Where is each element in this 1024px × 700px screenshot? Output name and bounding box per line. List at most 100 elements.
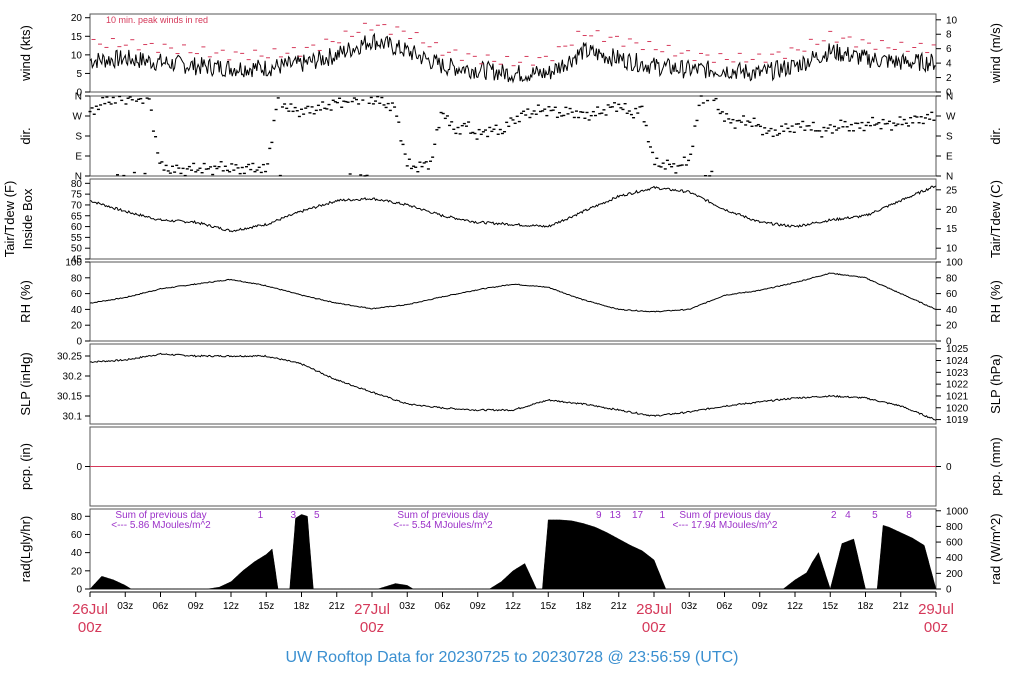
right-tick-label: 10 xyxy=(946,15,958,26)
right-tick-label: 60 xyxy=(946,289,958,300)
left-tick-label: 70 xyxy=(71,200,83,211)
rh-line xyxy=(89,272,937,313)
ylabel-left: RH (%) xyxy=(18,280,33,323)
left-tick-label: 0 xyxy=(76,585,82,596)
ylabel-left: SLP (inHg) xyxy=(18,352,33,415)
x-tick-label: 15z xyxy=(540,601,556,612)
right-tick-label: E xyxy=(946,152,953,163)
x-tick-label: 18z xyxy=(857,601,873,612)
right-tick-label: 400 xyxy=(946,553,963,564)
left-tick-label: 0 xyxy=(76,462,82,473)
day-label: 29Jul xyxy=(918,601,954,618)
peak-marker: 5 xyxy=(314,510,320,521)
x-tick-label: 12z xyxy=(223,601,239,612)
ylabel-right: rad (W/m^2) xyxy=(988,513,1003,584)
right-tick-label: 15 xyxy=(946,224,958,235)
day-sum-value: <--- 5.54 MJoules/m^2 xyxy=(393,520,493,531)
left-tick-label: 0 xyxy=(76,88,82,99)
left-tick-label: 60 xyxy=(71,530,83,541)
x-tick-label: 18z xyxy=(575,601,591,612)
x-tick-label: 03z xyxy=(117,601,133,612)
right-tick-label: 10 xyxy=(946,244,958,255)
day-sum-label: Sum of previous day xyxy=(679,510,770,521)
day-sum-value: <--- 17.94 MJoules/m^2 xyxy=(672,520,777,531)
right-tick-label: 1000 xyxy=(946,506,969,517)
day-hour-label: 00z xyxy=(360,619,384,636)
x-tick-label: 12z xyxy=(505,601,521,612)
right-tick-label: 8 xyxy=(946,30,952,41)
right-tick-label: 25 xyxy=(946,185,958,196)
ylabel-left: dir. xyxy=(18,127,33,144)
right-tick-label: 4 xyxy=(946,59,952,70)
x-tick-label: 09z xyxy=(470,601,486,612)
chart-caption: UW Rooftop Data for 20230725 to 20230728… xyxy=(285,649,739,666)
peak-marker: 1 xyxy=(659,510,665,521)
right-tick-label: 0 xyxy=(946,337,952,348)
right-tick-label: 6 xyxy=(946,44,952,55)
x-tick-label: 09z xyxy=(752,601,768,612)
panel-frame xyxy=(89,13,937,93)
left-tick-label: 0 xyxy=(76,337,82,348)
left-tick-label: 10 xyxy=(71,50,83,61)
right-tick-label: 1019 xyxy=(946,415,969,426)
day-sum-label: Sum of previous day xyxy=(115,510,206,521)
left-tick-label: N xyxy=(75,92,82,103)
left-tick-label: 65 xyxy=(71,211,83,222)
left-tick-label: S xyxy=(75,132,82,143)
right-tick-label: 1025 xyxy=(946,344,969,355)
x-tick-label: 18z xyxy=(293,601,309,612)
right-tick-label: 1024 xyxy=(946,356,969,367)
ylabel-right: RH (%) xyxy=(988,280,1003,323)
x-tick-label: 03z xyxy=(681,601,697,612)
peak-marker: 8 xyxy=(906,510,912,521)
panel-slp: 30.130.1530.230.251019102010211022102310… xyxy=(18,343,1003,426)
peak-marker: 9 xyxy=(596,510,602,521)
left-tick-label: 30.2 xyxy=(63,372,83,383)
peak-marker: 3 xyxy=(290,510,296,521)
x-tick-label: 15z xyxy=(822,601,838,612)
peak-wind-annotation: 10 min. peak winds in red xyxy=(106,15,208,25)
wind-line xyxy=(89,32,937,84)
x-tick-label: 15z xyxy=(258,601,274,612)
right-tick-label: 100 xyxy=(946,258,963,269)
left-tick-label: 15 xyxy=(71,32,83,43)
ylabel-left: wind (kts) xyxy=(18,25,33,82)
right-tick-label: 600 xyxy=(946,538,963,549)
panel-frame xyxy=(89,178,937,260)
day-hour-label: 00z xyxy=(924,619,948,636)
left-tick-label: 50 xyxy=(71,244,83,255)
right-tick-label: 1022 xyxy=(946,380,969,391)
ylabel-left: Tair/Tdew (F) xyxy=(2,181,17,258)
ylabel-right: SLP (hPa) xyxy=(988,354,1003,414)
day-label: 27Jul xyxy=(354,601,390,618)
x-tick-label: 06z xyxy=(716,601,732,612)
left-tick-label: 100 xyxy=(65,258,82,269)
left-tick-label: 80 xyxy=(71,179,83,190)
left-tick-label: 20 xyxy=(71,321,83,332)
right-tick-label: 2 xyxy=(946,73,952,84)
peak-marker: 5 xyxy=(872,510,878,521)
right-tick-label: 1021 xyxy=(946,391,969,402)
x-tick-label: 06z xyxy=(152,601,168,612)
right-tick-label: W xyxy=(946,112,956,123)
left-tick-label: 30.15 xyxy=(57,392,82,403)
left-tick-label: 30.25 xyxy=(57,352,82,363)
panel-frame xyxy=(89,95,937,177)
panel-wind: 0 5 10 15 20 0 2 4 6 8 10 wind (kts) wind (m/s) 10 mi… xyxy=(18,13,1003,98)
panel-precip: 0 0 pcp. (in) pcp. (mm) xyxy=(18,426,1003,507)
x-axis: 03z 06z 09z 12z 15z 18z 21z 03z 06z 09z 12z 15z 18z 2… xyxy=(72,591,954,636)
panel-rh: 0 20 40 60 80 100 0 20 40 60 80 100 RH (%) RH (%) xyxy=(18,258,1003,348)
x-tick-label: 12z xyxy=(787,601,803,612)
left-tick-label: 55 xyxy=(71,233,83,244)
panel-frame xyxy=(89,261,937,342)
right-tick-label: 800 xyxy=(946,522,963,533)
peak-marker: 13 xyxy=(610,510,622,521)
ylabel-left-2: Inside Box xyxy=(20,188,35,249)
right-tick-label: N xyxy=(946,92,953,103)
x-tick-label: 21z xyxy=(611,601,627,612)
x-tick-label: 21z xyxy=(329,601,345,612)
left-tick-label: 80 xyxy=(71,273,83,284)
ylabel-right: Tair/Tdew (C) xyxy=(988,180,1003,258)
